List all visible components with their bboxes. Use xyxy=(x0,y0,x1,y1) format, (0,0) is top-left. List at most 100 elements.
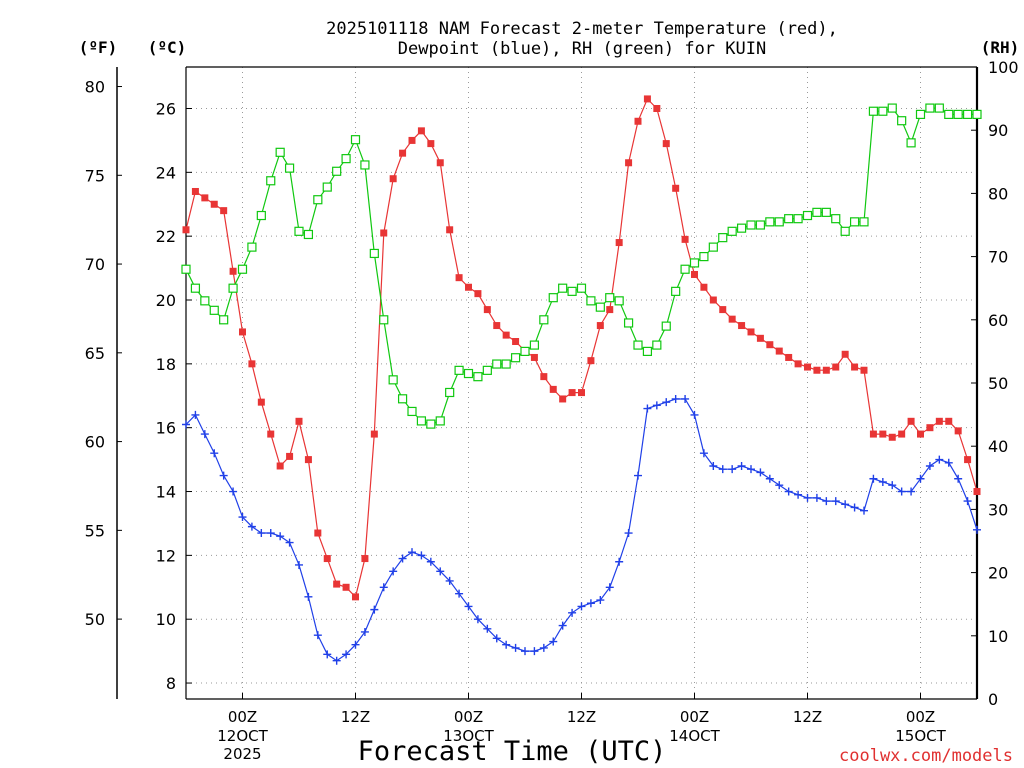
temperature-point xyxy=(286,452,294,460)
x-tick-label: 12Z xyxy=(567,708,596,726)
dewpoint-point xyxy=(634,471,642,480)
temperature-point xyxy=(361,555,369,563)
dewpoint-point xyxy=(888,481,897,490)
x-tick-label: 00Z xyxy=(228,708,257,726)
rh-point xyxy=(595,302,605,312)
dewpoint-point xyxy=(266,529,275,538)
dewpoint-point xyxy=(323,650,332,659)
temperature-point xyxy=(465,283,472,291)
rh-point xyxy=(642,346,653,356)
rh-point xyxy=(228,283,238,293)
temperature-point xyxy=(239,328,246,336)
x-tick-label: 12Z xyxy=(341,708,370,726)
temperature-point xyxy=(248,360,256,368)
rh-point xyxy=(341,154,351,164)
temperature-point xyxy=(436,159,444,167)
temperature-point xyxy=(898,430,906,438)
series-rh xyxy=(181,103,982,429)
rh-point xyxy=(633,340,643,350)
dewpoint-point xyxy=(709,461,718,470)
rh-point xyxy=(256,210,266,221)
dewpoint-point xyxy=(586,599,595,608)
temperature-point xyxy=(389,175,397,183)
rh-point xyxy=(934,103,944,113)
temperature-point xyxy=(653,104,661,112)
temperature-point xyxy=(267,430,275,438)
dewpoint-point xyxy=(313,631,322,640)
temperature-point xyxy=(738,322,746,330)
rh-point xyxy=(906,138,916,148)
dewpoint-point xyxy=(398,554,407,563)
dewpoint-point xyxy=(426,557,435,566)
dewpoint-point xyxy=(925,461,934,470)
rh-point xyxy=(953,109,963,120)
dewpoint-point xyxy=(568,608,577,617)
rh-point xyxy=(623,318,634,328)
dewpoint-point xyxy=(775,481,784,490)
rh-point xyxy=(746,220,756,230)
temperature-point xyxy=(719,306,727,314)
temperature-point xyxy=(352,593,359,601)
x-tick-label: 00Z xyxy=(680,708,709,726)
temperature-point xyxy=(502,331,510,339)
temperature-point xyxy=(841,350,849,358)
rh-point xyxy=(209,305,219,315)
temperature-point xyxy=(634,117,642,125)
rh-point xyxy=(765,217,775,227)
grid xyxy=(186,67,977,699)
dewpoint-point xyxy=(831,497,840,506)
dewpoint-point xyxy=(191,410,200,419)
temperature-point xyxy=(257,398,265,406)
rh-point xyxy=(482,365,492,375)
rh-point xyxy=(671,286,681,296)
temperature-point xyxy=(220,207,228,215)
temperature-point xyxy=(709,296,717,304)
dewpoint-point xyxy=(944,458,953,467)
dewpoint-point xyxy=(860,506,868,515)
rh-point xyxy=(793,214,803,224)
rh-tick-label: 10 xyxy=(988,627,1008,646)
temperature-point xyxy=(304,456,312,464)
temperature-point xyxy=(191,187,199,195)
dewpoint-point xyxy=(511,643,520,652)
rh-point xyxy=(925,103,935,113)
rh-point xyxy=(718,233,728,243)
dewpoint-point xyxy=(238,513,247,522)
rh-point xyxy=(200,296,210,306)
dewpoint-point xyxy=(765,474,774,483)
dewpoint-point xyxy=(417,551,426,560)
rh-point xyxy=(303,229,314,240)
temperature-point xyxy=(766,341,774,349)
rh-line xyxy=(185,107,977,425)
rh-tick-label: 80 xyxy=(988,184,1008,203)
temperature-point xyxy=(512,338,520,346)
rh-tick-label: 70 xyxy=(988,248,1008,267)
dewpoint-point xyxy=(747,465,755,474)
dewpoint-point xyxy=(643,404,652,413)
temperature-point xyxy=(229,267,237,275)
rh-point xyxy=(558,283,568,293)
dewpoint-point xyxy=(671,394,680,403)
dewpoint-point xyxy=(200,430,209,439)
dewpoint-point xyxy=(897,487,906,496)
dewpoint-point xyxy=(464,602,473,611)
rh-tick-label: 50 xyxy=(988,374,1008,393)
rh-point xyxy=(944,109,954,120)
rh-point xyxy=(586,296,596,306)
rh-point xyxy=(708,242,718,252)
rh-point xyxy=(369,248,379,259)
dewpoint-point xyxy=(963,497,972,506)
dewpoint-point xyxy=(605,583,614,592)
rh-point xyxy=(492,359,502,369)
temperature-point xyxy=(530,353,538,361)
rh-point xyxy=(840,226,850,236)
dewpoint-point xyxy=(624,529,633,538)
rh-point xyxy=(520,346,530,356)
temperature-point xyxy=(832,363,840,371)
rh-point xyxy=(605,293,615,303)
dewpoint-point xyxy=(351,640,360,649)
rh-point xyxy=(962,109,973,120)
dewpoint-point xyxy=(596,596,605,605)
celsius-tick-label: 16 xyxy=(156,419,176,438)
dewpoint-point xyxy=(878,477,887,486)
